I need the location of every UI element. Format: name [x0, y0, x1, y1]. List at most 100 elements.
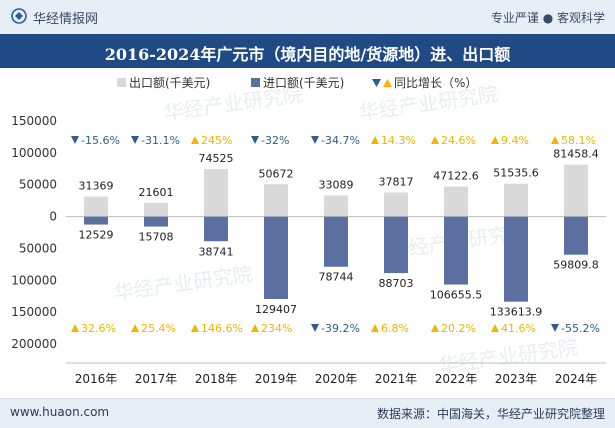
export-growth-label: -34.7%	[321, 134, 360, 147]
export-value-label: 33089	[319, 178, 354, 191]
import-value-label: 133613.9	[490, 306, 543, 319]
import-growth-label: 6.8%	[381, 322, 409, 335]
export-value-label: 31369	[79, 180, 114, 193]
export-value-label: 50672	[259, 167, 294, 180]
export-growth-down-icon	[251, 136, 259, 144]
y-tick-label: 100000	[11, 146, 57, 160]
chart-title: 2016-2024年广元市（境内目的地/货源地）进、出口额	[104, 45, 511, 64]
chart: 华经产业研究院 华经产业研究院 华经产业研究院 华经产业研究院 华经产业研究院 …	[11, 76, 606, 386]
export-growth-label: 14.3%	[381, 134, 416, 147]
title-bar: 2016-2024年广元市（境内目的地/货源地）进、出口额	[0, 34, 615, 68]
import-bar	[84, 216, 108, 225]
import-bar	[324, 216, 348, 267]
export-bar	[384, 192, 408, 217]
export-growth-label: 245%	[201, 134, 232, 147]
export-growth-down-icon	[131, 136, 139, 144]
import-growth-up-icon	[371, 324, 379, 332]
top-bar: 华经情报网 专业严谨 ● 客观科学	[0, 0, 615, 35]
legend-up-triangle-icon	[383, 79, 392, 87]
import-value-label: 106655.5	[430, 289, 483, 302]
import-growth-label: 146.6%	[201, 322, 243, 335]
legend-import-label: 进口额(千美元)	[263, 76, 344, 90]
legend-export-swatch	[117, 78, 126, 87]
export-value-label: 37817	[379, 175, 414, 188]
x-tick-label: 2022年	[435, 372, 478, 386]
website-link[interactable]: www.huaon.com	[10, 405, 110, 419]
import-bar	[204, 216, 228, 242]
x-tick-label: 2021年	[375, 372, 418, 386]
import-growth-label: 41.6%	[501, 322, 536, 335]
export-value-label: 47122.6	[433, 170, 479, 183]
export-value-label: 21601	[139, 186, 174, 199]
export-growth-up-icon	[191, 136, 199, 144]
y-tick-label: 150000	[11, 114, 57, 128]
legend: 出口额(千美元) 进口额(千美元) 同比增长（%）	[117, 76, 477, 90]
legend-export-label: 出口额(千美元)	[129, 76, 210, 90]
legend-growth-label: 同比增长（%）	[394, 76, 477, 90]
export-growth-up-icon	[431, 136, 439, 144]
import-value-label: 88703	[379, 277, 414, 290]
export-growth-label: 9.4%	[501, 134, 529, 147]
y-tick-label: 0	[49, 210, 57, 224]
huajing-logo-icon	[11, 8, 27, 24]
import-bar	[384, 216, 408, 274]
export-bar	[204, 169, 228, 217]
export-bar	[444, 186, 468, 217]
legend-down-triangle-icon	[372, 79, 381, 87]
import-bar	[504, 216, 528, 302]
export-growth-up-icon	[371, 136, 379, 144]
x-tick-label: 2020年	[315, 372, 358, 386]
import-value-label: 129407	[255, 303, 297, 316]
export-growth-down-icon	[71, 136, 79, 144]
import-growth-label: -39.2%	[321, 322, 360, 335]
import-value-label: 15708	[139, 231, 174, 244]
y-tick-label: 50000	[19, 178, 57, 192]
import-growth-label: 20.2%	[441, 322, 476, 335]
export-value-label: 74525	[199, 152, 234, 165]
import-value-label: 59809.8	[553, 259, 599, 272]
tagline: 专业严谨 ● 客观科学	[490, 11, 605, 25]
import-bar	[444, 216, 468, 285]
export-bar	[84, 196, 108, 217]
import-growth-label: 32.6%	[81, 322, 116, 335]
data-source: 数据来源：中国海关，华经产业研究院整理	[376, 407, 605, 421]
x-tick-label: 2024年	[555, 372, 598, 386]
import-growth-up-icon	[71, 324, 79, 332]
x-tick-label: 2019年	[255, 372, 298, 386]
export-value-label: 51535.6	[493, 167, 539, 180]
import-value-label: 38741	[199, 245, 234, 258]
export-growth-label: -15.6%	[81, 134, 120, 147]
x-tick-label: 2017年	[135, 372, 178, 386]
footer: www.huaon.com 数据来源：中国海关，华经产业研究院整理	[0, 398, 615, 428]
import-growth-up-icon	[491, 324, 499, 332]
export-growth-label: 24.6%	[441, 134, 476, 147]
import-growth-label: 25.4%	[141, 322, 176, 335]
import-growth-label: 234%	[261, 322, 292, 335]
y-tick-label: 100000	[11, 273, 57, 287]
import-growth-up-icon	[431, 324, 439, 332]
import-growth-up-icon	[191, 324, 199, 332]
x-tick-label: 2023年	[495, 372, 538, 386]
import-growth-down-icon	[551, 324, 559, 332]
legend-import-swatch	[251, 78, 260, 87]
x-tick-label: 2018年	[195, 372, 238, 386]
export-bar	[564, 164, 588, 217]
plot-area: 150000 100000 50000 0 50000 100000 150000 20000…	[11, 114, 606, 386]
watermark-3: 华经产业研究院	[112, 262, 254, 305]
y-tick-label: 150000	[11, 305, 57, 319]
x-tick-label: 2016年	[75, 372, 118, 386]
export-growth-up-icon	[551, 136, 559, 144]
import-growth-down-icon	[311, 324, 319, 332]
brand-name: 华经情报网	[33, 12, 99, 27]
import-value-label: 78744	[319, 271, 354, 284]
import-growth-label: -55.2%	[561, 322, 600, 335]
export-growth-label: -31.1%	[141, 134, 180, 147]
export-bar	[144, 202, 168, 217]
y-tick-label: 50000	[19, 241, 57, 255]
export-growth-label: -32%	[261, 134, 289, 147]
export-growth-label: 58.1%	[561, 134, 596, 147]
import-bar	[564, 216, 588, 255]
import-growth-up-icon	[251, 324, 259, 332]
export-bar	[324, 195, 348, 217]
export-bar	[264, 184, 288, 217]
